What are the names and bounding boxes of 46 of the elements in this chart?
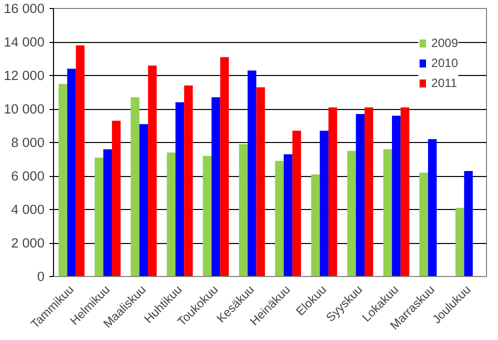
bar	[202, 156, 212, 276]
bar	[94, 158, 104, 276]
bar	[428, 139, 437, 276]
bar	[328, 107, 338, 276]
legend-label: 2010	[431, 56, 458, 70]
y-tick-label: 12 000	[4, 68, 44, 83]
bar	[284, 154, 292, 276]
bar	[212, 97, 220, 276]
bar	[383, 149, 392, 276]
bar	[292, 130, 302, 276]
bar	[256, 87, 265, 276]
bar	[112, 120, 121, 276]
y-tick-label: 4 000	[11, 202, 45, 217]
y-tick-label: 0	[37, 269, 45, 284]
y-tick-label: 8 000	[11, 135, 45, 150]
bar	[356, 114, 365, 276]
bar	[220, 57, 229, 276]
bar	[148, 65, 157, 276]
bar	[455, 208, 464, 276]
y-tick-label: 2 000	[11, 236, 45, 250]
y-tick-label: 6 000	[11, 168, 45, 184]
y-tick-label: 14 000	[4, 34, 44, 50]
bar	[139, 124, 148, 276]
y-tick-label: 16 000	[4, 1, 44, 16]
bar	[248, 70, 256, 276]
bar	[175, 102, 184, 276]
bar	[67, 68, 76, 276]
bar	[464, 170, 473, 276]
bar	[76, 45, 85, 276]
bar	[130, 97, 140, 276]
bar	[392, 116, 401, 276]
bar	[364, 107, 374, 276]
bar	[419, 172, 428, 276]
bar	[311, 174, 320, 276]
bar	[347, 150, 356, 276]
bar	[166, 152, 176, 276]
bar	[58, 84, 68, 276]
bar	[320, 130, 328, 276]
bar	[400, 107, 410, 276]
y-tick-label: 10 000	[4, 102, 44, 116]
bar	[103, 149, 112, 276]
legend-label: 2009	[431, 36, 458, 50]
bar	[238, 144, 248, 276]
bar	[275, 160, 284, 276]
legend-label: 2011	[431, 76, 458, 90]
bar	[184, 86, 193, 276]
